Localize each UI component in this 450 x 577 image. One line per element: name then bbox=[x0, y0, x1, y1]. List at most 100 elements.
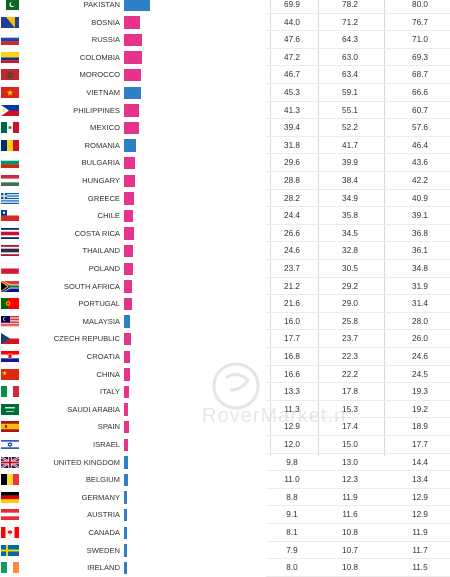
value-cell: 11.7 bbox=[412, 545, 428, 555]
value-bar bbox=[124, 192, 135, 205]
colombia-flag bbox=[1, 51, 19, 63]
belgium-flag bbox=[1, 474, 19, 486]
value-cell: 28.8 bbox=[284, 176, 300, 185]
row-divider bbox=[266, 364, 450, 366]
morocco-flag bbox=[1, 69, 19, 81]
country-label: SWEDEN bbox=[86, 545, 120, 555]
column-divider bbox=[270, 0, 271, 456]
value-cell: 57.6 bbox=[412, 123, 428, 133]
table-row: CZECH REPUBLIC 17.7 23.7 26.0 bbox=[0, 330, 450, 348]
united-kingdom-flag bbox=[1, 456, 19, 468]
value-cell: 47.2 bbox=[284, 52, 300, 62]
row-divider bbox=[266, 153, 450, 155]
row-divider bbox=[266, 30, 450, 32]
row-divider bbox=[266, 65, 450, 67]
value-bar bbox=[124, 209, 134, 223]
value-bar bbox=[124, 332, 131, 346]
table-row: ITALY 13.3 17.8 19.3 bbox=[0, 383, 450, 401]
romania-flag bbox=[1, 139, 19, 151]
value-cell: 11.5 bbox=[412, 563, 428, 573]
value-cell: 34.9 bbox=[342, 193, 358, 203]
value-cell: 26.0 bbox=[412, 334, 428, 344]
country-label: THAILAND bbox=[82, 246, 120, 256]
table-row: BULGARIA 29.6 39.9 43.6 bbox=[0, 154, 450, 172]
row-divider bbox=[266, 399, 450, 401]
value-cell: 23.7 bbox=[342, 334, 358, 344]
greece-flag bbox=[1, 192, 19, 204]
value-cell: 45.3 bbox=[284, 88, 300, 97]
country-label: RUSSIA bbox=[91, 35, 120, 45]
value-bar bbox=[124, 262, 133, 276]
malaysia-flag bbox=[1, 315, 19, 327]
country-label: COSTA RICA bbox=[74, 228, 120, 238]
value-cell: 11.0 bbox=[284, 475, 300, 485]
austria-flag bbox=[1, 509, 19, 521]
portugal-flag bbox=[1, 298, 19, 310]
value-cell: 31.4 bbox=[412, 299, 428, 309]
value-bar bbox=[124, 420, 129, 434]
table-row: COLOMBIA 47.2 63.0 69.3 bbox=[0, 49, 450, 67]
value-bar bbox=[124, 227, 134, 240]
row-divider bbox=[266, 241, 450, 243]
value-cell: 8.8 bbox=[286, 492, 298, 502]
value-cell: 69.3 bbox=[412, 52, 428, 62]
value-cell: 16.6 bbox=[284, 369, 300, 379]
value-cell: 21.6 bbox=[284, 299, 300, 309]
table-row: SWEDEN 7.9 10.7 11.7 bbox=[0, 542, 450, 560]
value-bar bbox=[124, 491, 128, 504]
value-cell: 10.8 bbox=[342, 563, 358, 573]
value-cell: 34.5 bbox=[342, 228, 358, 238]
ireland-flag bbox=[1, 562, 19, 574]
value-cell: 35.8 bbox=[342, 211, 358, 221]
value-cell: 46.4 bbox=[412, 140, 428, 150]
row-divider bbox=[266, 118, 450, 120]
value-cell: 71.2 bbox=[342, 17, 358, 27]
table-row: HUNGARY 28.8 38.4 42.2 bbox=[0, 172, 450, 190]
value-cell: 29.2 bbox=[342, 281, 358, 291]
table-row: MALAYSIA 16.0 25.8 28.0 bbox=[0, 313, 450, 331]
value-bar bbox=[124, 280, 132, 293]
value-cell: 42.2 bbox=[412, 176, 428, 185]
value-bar bbox=[124, 244, 134, 258]
country-label: CROATIA bbox=[86, 352, 120, 361]
row-divider bbox=[266, 294, 450, 296]
value-cell: 11.6 bbox=[342, 510, 358, 520]
table-row: ISRAEL 12.0 15.0 17.7 bbox=[0, 436, 450, 454]
country-label: SOUTH AFRICA bbox=[63, 281, 120, 291]
table-row: GERMANY 8.8 11.9 12.9 bbox=[0, 489, 450, 507]
germany-flag bbox=[1, 491, 19, 503]
value-cell: 36.1 bbox=[412, 246, 428, 256]
value-cell: 28.0 bbox=[412, 316, 428, 326]
value-bar bbox=[124, 0, 150, 12]
value-cell: 68.7 bbox=[412, 70, 428, 80]
country-label: SPAIN bbox=[97, 422, 120, 432]
value-cell: 55.1 bbox=[342, 105, 358, 115]
value-cell: 25.8 bbox=[342, 316, 358, 326]
value-cell: 69.9 bbox=[284, 0, 300, 9]
table-row: BELGIUM 11.0 12.3 13.4 bbox=[0, 471, 450, 489]
value-cell: 43.6 bbox=[412, 158, 428, 168]
country-label: BOSNIA bbox=[91, 17, 120, 27]
value-cell: 9.8 bbox=[286, 457, 298, 467]
saudi-arabia-flag bbox=[1, 403, 19, 415]
value-cell: 8.0 bbox=[286, 563, 298, 573]
country-label: ROMANIA bbox=[84, 140, 120, 150]
value-cell: 8.1 bbox=[286, 528, 298, 537]
bosnia-flag bbox=[1, 16, 19, 28]
south-africa-flag bbox=[1, 280, 19, 292]
value-bar bbox=[124, 68, 142, 82]
country-label: PORTUGAL bbox=[78, 299, 120, 309]
table-row: PHILIPPINES 41.3 55.1 60.7 bbox=[0, 102, 450, 120]
value-cell: 23.7 bbox=[284, 264, 300, 273]
value-cell: 19.3 bbox=[412, 387, 428, 397]
value-cell: 10.8 bbox=[342, 528, 358, 537]
value-bar bbox=[124, 86, 141, 100]
value-cell: 36.8 bbox=[412, 228, 428, 238]
russia-flag bbox=[1, 34, 19, 46]
value-cell: 14.4 bbox=[412, 457, 428, 467]
value-cell: 46.7 bbox=[284, 70, 300, 80]
value-cell: 80.0 bbox=[412, 0, 428, 9]
value-bar bbox=[124, 315, 130, 328]
value-bar bbox=[124, 51, 142, 64]
country-label: SAUDI ARABIA bbox=[67, 404, 120, 414]
